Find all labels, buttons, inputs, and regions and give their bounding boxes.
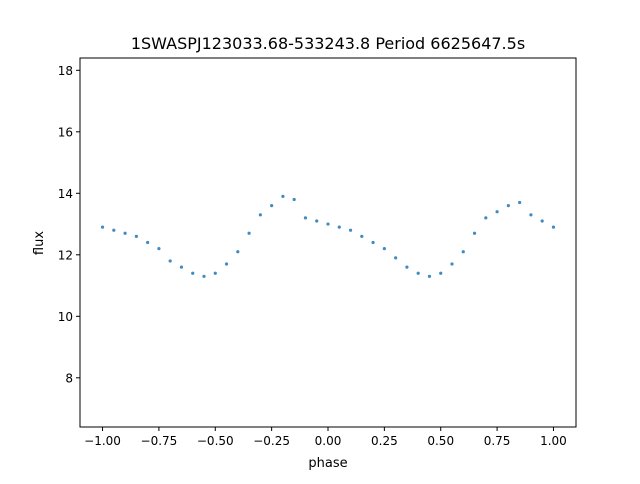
chart-title: 1SWASPJ123033.68-533243.8 Period 6625647…: [131, 34, 525, 53]
data-point: [213, 271, 217, 275]
data-point: [472, 231, 477, 235]
data-point: [258, 213, 262, 217]
data-point: [247, 231, 251, 235]
x-tick-label: 0.50: [427, 434, 454, 448]
data-point: [191, 271, 195, 275]
y-tick-label: 12: [58, 248, 73, 262]
data-point: [281, 194, 285, 198]
y-tick-label: 18: [58, 64, 73, 78]
x-tick-label: 0.75: [484, 434, 511, 448]
data-point: [484, 216, 488, 220]
y-tick-label: 8: [65, 371, 73, 385]
data-point: [506, 204, 510, 208]
data-point: [405, 265, 409, 269]
data-point: [348, 228, 353, 232]
data-point: [168, 259, 172, 263]
data-point: [326, 222, 330, 226]
x-tick-label: 0.00: [315, 434, 342, 448]
data-point: [292, 197, 296, 202]
data-point: [518, 200, 522, 205]
x-tick-label: 1.00: [540, 434, 567, 448]
data-point: [461, 250, 465, 254]
data-point: [123, 231, 127, 235]
data-point: [202, 274, 206, 278]
data-point: [236, 250, 240, 254]
x-tick-label: 0.25: [371, 434, 398, 448]
data-point: [179, 265, 184, 269]
data-point: [270, 204, 274, 208]
data-point: [551, 225, 556, 229]
x-axis: −1.00 −0.75 −0.50 −0.25 0.00 0.25 0.50 0.75 1.00: [84, 427, 567, 448]
y-tick-label: 16: [58, 125, 73, 139]
x-tick-label: −0.50: [197, 434, 234, 448]
data-point: [416, 271, 420, 275]
data-point: [337, 225, 341, 229]
y-axis: 8 10 12 14 16 18: [58, 64, 80, 385]
x-tick-label: −0.75: [141, 434, 178, 448]
data-point: [439, 271, 443, 275]
data-point: [495, 210, 499, 214]
y-tick-label: 14: [58, 187, 73, 201]
data-point: [303, 216, 308, 220]
y-axis-label: flux: [32, 231, 47, 255]
data-point: [529, 213, 533, 217]
data-point: [450, 262, 454, 266]
x-tick-label: −1.00: [84, 434, 121, 448]
data-points: [100, 194, 556, 278]
data-point: [146, 240, 150, 245]
data-point: [112, 228, 116, 232]
data-point: [360, 234, 364, 238]
data-point: [315, 219, 319, 223]
data-point: [540, 219, 544, 223]
data-point: [224, 262, 229, 266]
data-point: [394, 256, 398, 260]
data-point: [157, 247, 161, 251]
data-point: [100, 225, 105, 229]
x-tick-label: −0.25: [253, 434, 290, 448]
data-point: [134, 234, 138, 238]
data-point: [382, 247, 386, 251]
y-tick-label: 10: [58, 310, 73, 324]
data-point: [371, 240, 375, 245]
data-point: [427, 274, 432, 278]
x-axis-label: phase: [308, 456, 347, 471]
